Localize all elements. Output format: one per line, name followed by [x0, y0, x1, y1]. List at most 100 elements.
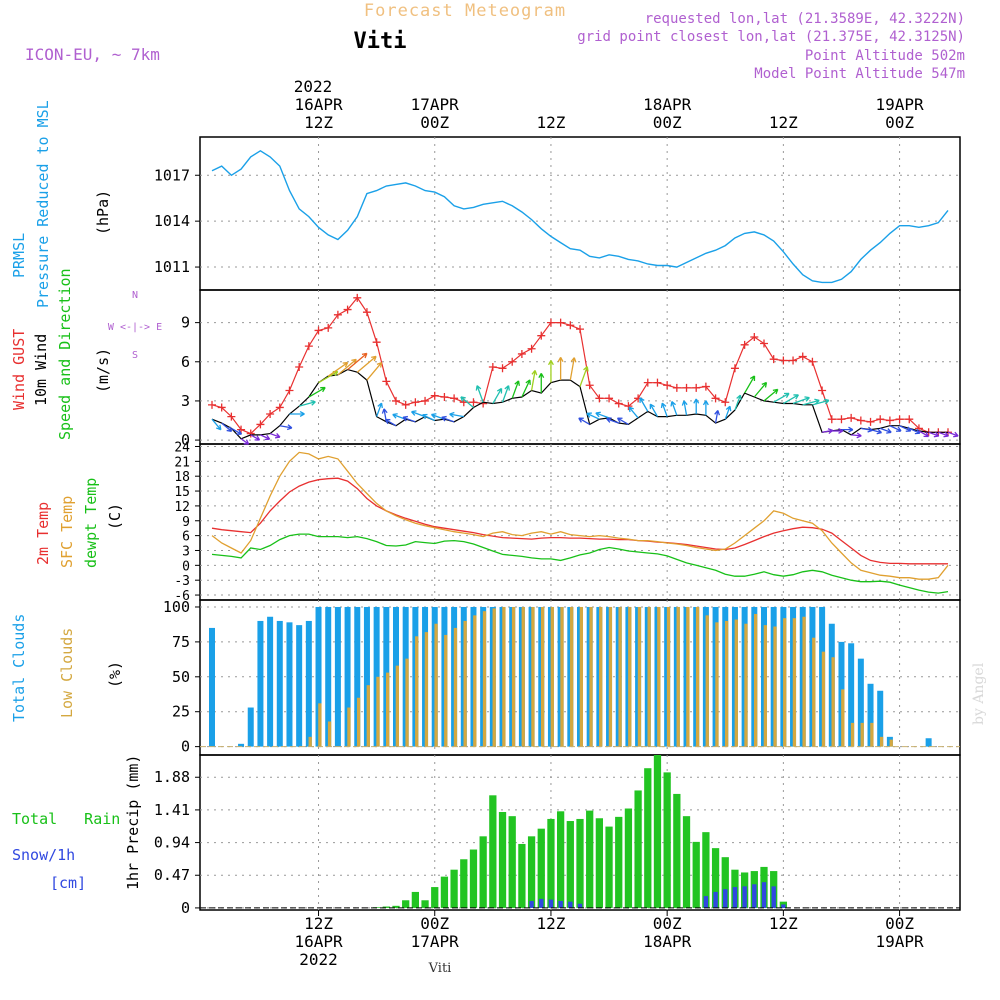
wind-direction-arrow: [947, 431, 959, 438]
time-label-top: 00Z: [885, 113, 914, 132]
wind-direction-arrow: [269, 432, 281, 439]
low-cloud-bar: [540, 606, 545, 747]
gust-point: [295, 363, 304, 371]
gust-point: [701, 382, 710, 391]
low-cloud-bar: [434, 623, 438, 747]
gust-point: [401, 400, 410, 409]
label-hpa: (hPa): [94, 190, 112, 235]
wind-direction-arrow: [831, 427, 844, 434]
time-label-bottom: 00Z: [653, 914, 682, 933]
gust-point: [643, 378, 652, 387]
wind-direction-arrow: [724, 405, 732, 420]
wind-direction-arrow: [579, 366, 589, 387]
time-label-top: 12Z: [304, 113, 333, 132]
time-label-top: 00Z: [420, 113, 449, 132]
low-cloud-bar: [879, 736, 884, 747]
wind-direction-arrow: [366, 361, 383, 381]
gust-point: [362, 308, 371, 317]
wind-direction-arrow: [538, 372, 545, 394]
gust-point: [847, 413, 856, 422]
low-cloud-bar: [415, 636, 419, 747]
rain-bar: [450, 869, 458, 908]
low-cloud-bar: [579, 606, 584, 747]
total-cloud-bar: [344, 606, 351, 747]
label-total-clouds: Total Clouds: [10, 614, 28, 722]
low-cloud-bar: [657, 606, 661, 747]
low-cloud-bar: [482, 611, 487, 747]
top-year-label: 2022: [294, 77, 333, 96]
point-altitude: Point Altitude 502m: [805, 48, 965, 64]
rain-bar: [576, 818, 584, 908]
rain-bar: [527, 836, 536, 908]
gust-point: [808, 357, 817, 366]
wind-direction-arrow: [569, 357, 577, 381]
gust-point: [324, 323, 333, 332]
label-speed-direction: Speed and Direction: [56, 268, 74, 440]
time-label-top: 12Z: [536, 113, 565, 132]
low-cloud-bar: [802, 616, 806, 747]
compass-south: S: [132, 350, 138, 361]
label-low-clouds: Low Clouds: [58, 628, 76, 718]
wind-direction-arrow: [421, 413, 436, 422]
low-cloud-bar: [492, 608, 496, 747]
y-tick-label: 1.41: [154, 801, 190, 819]
gust-point: [905, 415, 914, 424]
y-tick-label: 0: [181, 431, 190, 449]
gust-point: [304, 342, 313, 351]
time-label-top: 16APR: [294, 95, 343, 114]
label-celsius: (C): [106, 503, 124, 530]
snow-bar: [752, 884, 757, 908]
wind-direction-arrow: [753, 381, 768, 398]
label-wind-gust: Wind GUST: [10, 329, 28, 410]
snow-bar: [723, 889, 728, 908]
total-cloud-bar: [315, 606, 322, 747]
low-cloud-bar: [792, 618, 797, 747]
wind-direction-arrow: [928, 431, 940, 438]
rain-bar: [498, 811, 507, 908]
label-sfc-temp: SFC Temp: [58, 496, 76, 568]
time-label-bottom: 19APR: [875, 932, 924, 951]
gust-point: [614, 399, 623, 408]
gust-point: [837, 415, 846, 424]
total-cloud-bar: [334, 606, 341, 747]
gust-point: [711, 394, 720, 403]
wind-direction-arrow: [289, 411, 305, 417]
y-tick-label: 6: [181, 353, 190, 371]
gust-point: [827, 415, 836, 424]
gust-point: [750, 332, 759, 341]
low-cloud-bar: [637, 606, 642, 747]
gust-point: [624, 402, 633, 411]
wind-direction-arrow: [734, 394, 742, 411]
wind-direction-arrow: [547, 360, 554, 383]
low-cloud-bar: [676, 606, 680, 747]
gust-point: [421, 396, 430, 405]
snow-bar: [568, 901, 573, 908]
gust-point: [653, 378, 662, 387]
low-cloud-bar: [327, 721, 332, 747]
gust-point: [556, 318, 565, 327]
dewpt-line: [211, 533, 949, 594]
rain-bar: [421, 900, 429, 908]
gust-point: [256, 420, 265, 429]
total-cloud-bar: [354, 606, 361, 747]
time-label-bottom: 00Z: [420, 914, 449, 933]
gust-point: [895, 415, 904, 424]
wind-direction-arrow: [851, 432, 862, 439]
rain-bar: [508, 816, 516, 908]
wind-direction-arrow: [384, 418, 397, 427]
snow-bar: [761, 882, 767, 908]
wind-direction-arrow: [879, 427, 892, 434]
wind-direction-arrow: [763, 388, 779, 402]
low-cloud-bar: [812, 637, 816, 747]
wind-direction-arrow: [475, 385, 484, 403]
label-2m-temp: 2m Temp: [34, 502, 52, 565]
snow-bar: [529, 900, 534, 908]
y-tick-label: 9: [181, 314, 190, 332]
gust-point: [343, 305, 352, 314]
low-cloud-bar: [395, 665, 400, 747]
gust-point: [779, 356, 788, 365]
gust-point: [605, 394, 614, 403]
grid-point-coords: grid point closest lon,lat (21.375E, 42.…: [577, 29, 965, 45]
low-cloud-bar: [734, 619, 738, 747]
wind-direction-arrow: [702, 400, 709, 416]
